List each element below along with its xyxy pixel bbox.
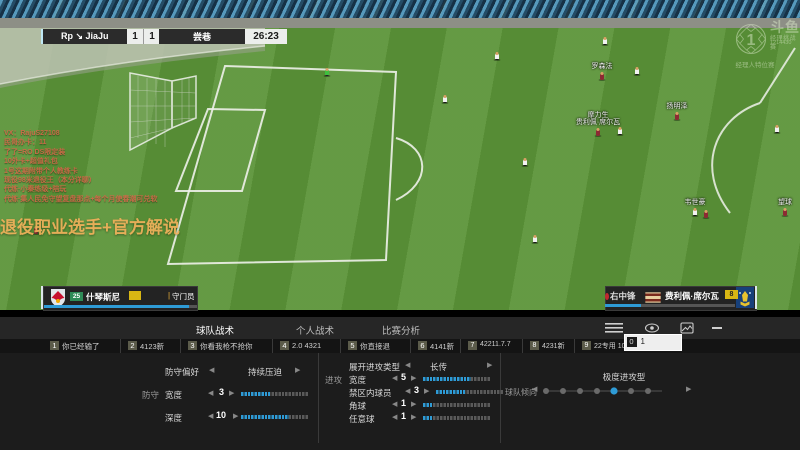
svg-text:1: 1 [747, 32, 756, 49]
